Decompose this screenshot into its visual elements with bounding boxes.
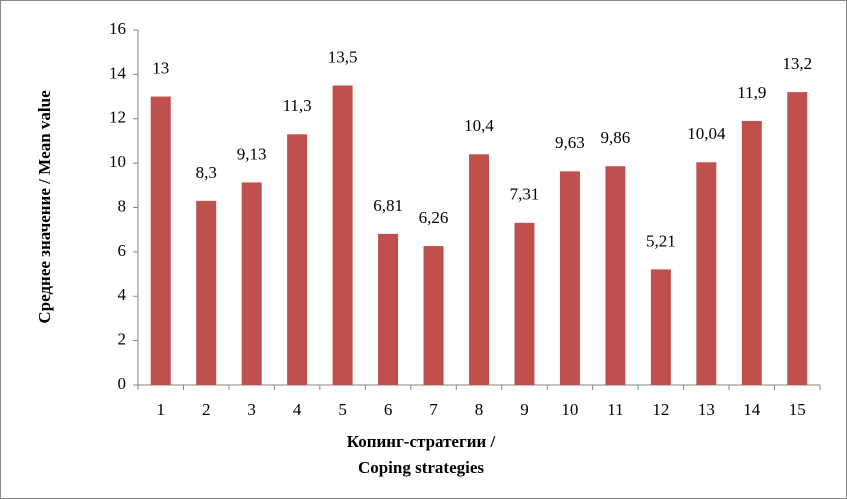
bar <box>559 171 580 385</box>
x-tick-label: 13 <box>698 400 715 419</box>
bar <box>696 162 717 385</box>
bar <box>605 166 626 385</box>
y-tick-label: 4 <box>118 285 127 304</box>
x-tick-label: 15 <box>789 400 806 419</box>
data-label: 9,63 <box>555 133 585 152</box>
data-label: 6,81 <box>373 196 403 215</box>
bar <box>650 269 671 385</box>
data-label: 5,21 <box>646 231 676 250</box>
y-tick-label: 6 <box>118 241 127 260</box>
bar <box>468 154 490 385</box>
data-label: 7,31 <box>510 185 540 204</box>
x-tick-label: 10 <box>561 400 578 419</box>
data-label: 10,4 <box>464 116 494 135</box>
x-tick-label: 3 <box>247 400 256 419</box>
y-tick-label: 12 <box>109 108 126 127</box>
x-axis-title: Копинг-стратегии / <box>347 432 496 451</box>
x-tick-label: 2 <box>202 400 211 419</box>
x-tick-label: 14 <box>743 400 761 419</box>
x-tick-label: 4 <box>293 400 302 419</box>
data-label: 6,26 <box>419 208 449 227</box>
x-tick-label: 7 <box>429 400 438 419</box>
data-label: 8,3 <box>196 163 217 182</box>
data-label: 11,9 <box>737 83 766 102</box>
bar <box>741 120 762 385</box>
bar <box>423 246 444 385</box>
bar <box>514 222 535 385</box>
bar <box>150 96 171 385</box>
y-tick-label: 10 <box>109 152 126 171</box>
bar <box>241 182 262 385</box>
bar <box>287 134 308 385</box>
data-label: 10,04 <box>687 124 726 143</box>
x-tick-label: 1 <box>156 400 165 419</box>
data-label: 11,3 <box>283 96 312 115</box>
x-tick-label: 9 <box>520 400 529 419</box>
y-tick-label: 14 <box>109 63 127 82</box>
y-tick-label: 0 <box>118 374 127 393</box>
bar <box>378 233 399 385</box>
y-tick-label: 8 <box>118 196 127 215</box>
x-tick-label: 6 <box>384 400 393 419</box>
data-label: 9,13 <box>237 144 267 163</box>
data-label: 13,2 <box>782 54 812 73</box>
y-axis-title: Среднее значение / Mean value <box>35 90 54 324</box>
y-tick-label: 16 <box>109 19 126 38</box>
x-tick-label: 11 <box>607 400 623 419</box>
data-label: 13 <box>152 58 169 77</box>
x-tick-label: 12 <box>652 400 669 419</box>
x-tick-label: 5 <box>338 400 347 419</box>
data-label: 9,86 <box>601 128 631 147</box>
bar <box>332 85 353 385</box>
y-tick-label: 2 <box>118 330 127 349</box>
bar <box>196 200 217 385</box>
x-axis-title: Coping strategies <box>358 458 484 477</box>
data-label: 13,5 <box>328 47 358 66</box>
bar <box>787 92 808 385</box>
x-tick-label: 8 <box>475 400 484 419</box>
